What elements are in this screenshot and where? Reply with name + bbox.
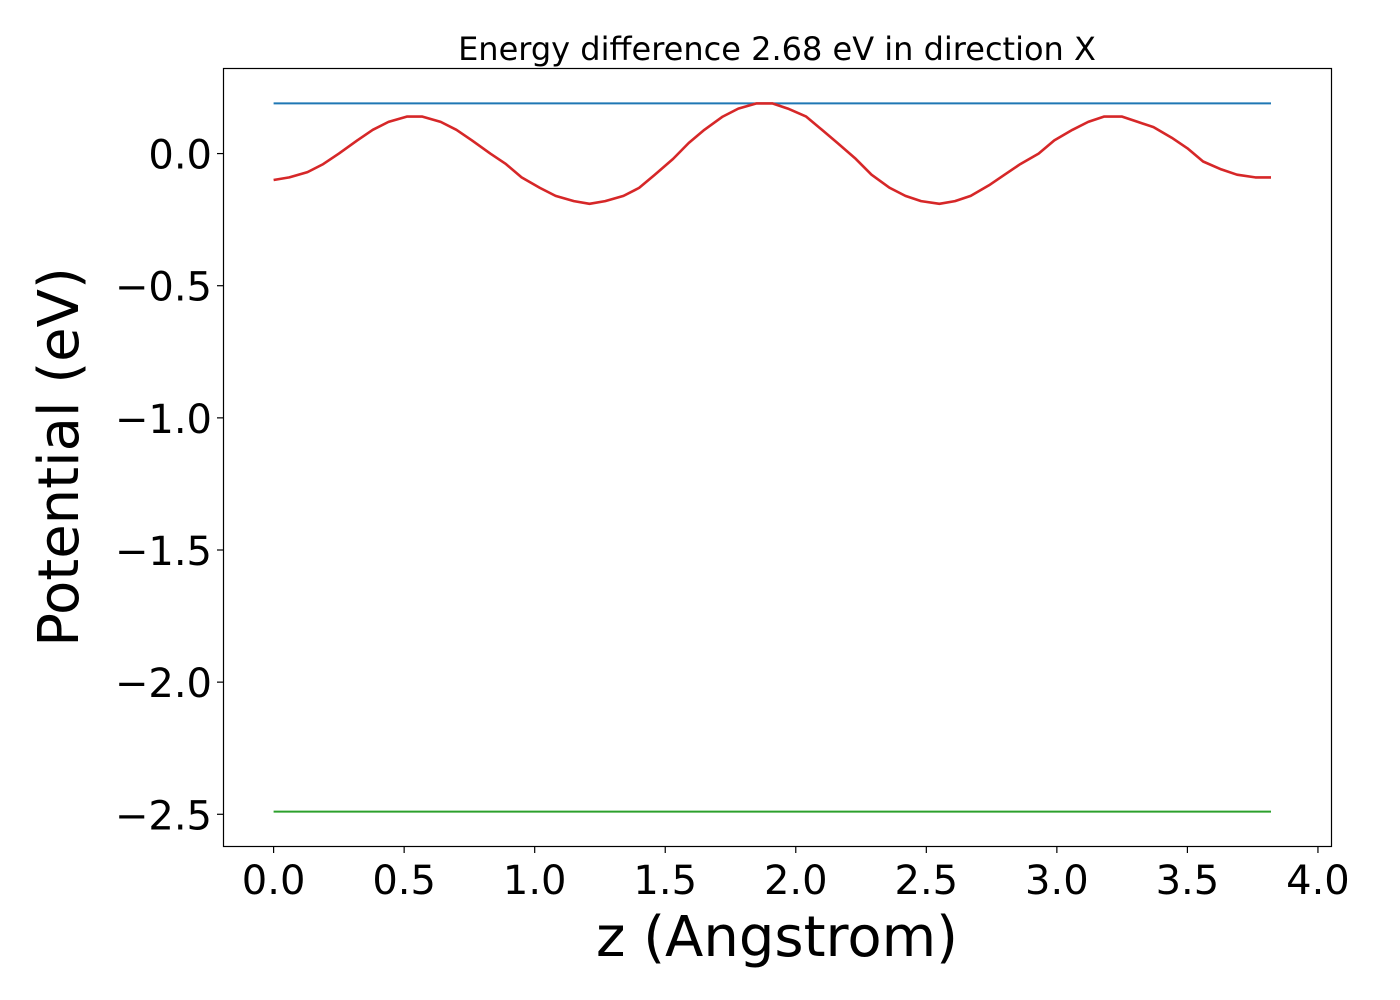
x-tick-label: 2.0	[764, 858, 828, 904]
y-axis: 0.0 −0.5 −1.0 −1.5 −2.0 −2.5	[115, 133, 224, 839]
x-tick-label: 2.5	[895, 858, 959, 904]
x-tick-label: 1.0	[503, 858, 567, 904]
y-tick-label: −0.5	[115, 265, 212, 311]
x-tick-label: 3.5	[1156, 858, 1220, 904]
x-axis: 0.0 0.5 1.0 1.5 2.0 2.5 3.0 3.5 4.0	[242, 846, 1350, 904]
x-axis-title: z (Angstrom)	[596, 905, 958, 970]
chart-title: Energy difference 2.68 eV in direction X	[458, 30, 1096, 68]
y-tick-label: −2.0	[115, 661, 212, 707]
y-axis-title: Potential (eV)	[27, 267, 92, 647]
y-tick-label: −1.5	[115, 529, 212, 575]
y-tick-label: −1.0	[115, 397, 212, 443]
series-line-2	[273, 102, 1271, 206]
x-tick-label: 3.0	[1025, 858, 1089, 904]
x-tick-label: 0.0	[242, 858, 306, 904]
x-tick-label: 0.5	[372, 858, 436, 904]
plot-area-frame	[222, 67, 1333, 848]
y-tick-label: 0.0	[148, 133, 212, 179]
y-tick-label: −2.5	[115, 793, 212, 839]
x-tick-label: 1.5	[633, 858, 697, 904]
x-tick-label: 4.0	[1286, 858, 1350, 904]
series-layer	[273, 102, 1271, 813]
